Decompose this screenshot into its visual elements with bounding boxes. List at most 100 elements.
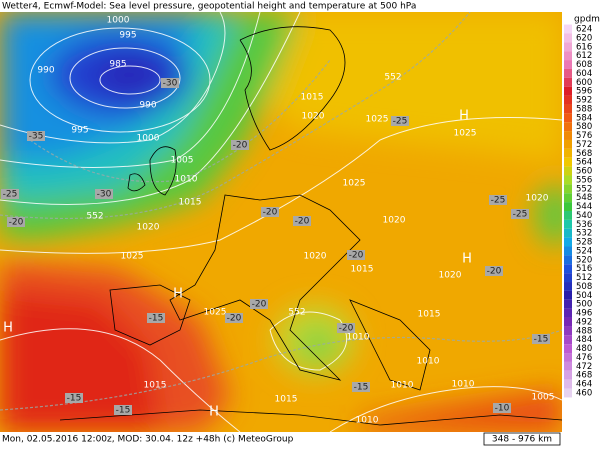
isobar-label: 552 <box>288 308 305 318</box>
isobar-label: 552 <box>384 73 401 83</box>
legend-swatch <box>564 370 572 380</box>
high-pressure-label: H <box>173 287 183 302</box>
temperature-label-box <box>231 140 249 150</box>
temperature-label: -20 <box>339 324 354 334</box>
legend-swatch <box>564 255 572 265</box>
temperature-label: -35 <box>29 132 44 142</box>
temperature-label: -15 <box>67 394 82 404</box>
legend-value: 488 <box>576 326 592 336</box>
legend-value: 492 <box>576 317 592 327</box>
legend-value: 548 <box>576 193 592 203</box>
temperature-label: -20 <box>487 267 502 277</box>
temperature-label: -30 <box>163 79 178 89</box>
legend-swatch <box>564 86 572 96</box>
legend-swatch <box>564 60 572 69</box>
legend-swatch <box>564 193 572 203</box>
legend-swatch <box>564 148 572 158</box>
legend-swatch <box>564 211 572 220</box>
legend-value: 528 <box>576 238 592 248</box>
temperature-label: -15 <box>116 406 131 416</box>
map-area: 1000 995 990 985 -30 990 -35 995 1000 1005 1010 -25… <box>0 12 562 432</box>
legend-value: 516 <box>576 264 592 274</box>
temperature-label-box <box>511 209 529 219</box>
legend-value: 504 <box>576 291 592 301</box>
legend-swatch <box>564 95 572 105</box>
temperature-label-box <box>337 323 355 333</box>
legend-value: 520 <box>576 255 592 265</box>
temperature-label: -25 <box>491 196 506 206</box>
temperature-label: -20 <box>227 314 242 324</box>
isobar-label: 1025 <box>366 115 389 125</box>
legend-unit: gpdm <box>574 15 600 25</box>
isobar-label: 985 <box>109 60 126 70</box>
isobar-label: 1015 <box>301 93 324 103</box>
legend-swatch <box>564 282 572 291</box>
legend-value: 580 <box>576 122 592 132</box>
isobar-label: 1005 <box>171 156 194 166</box>
legend-swatch <box>564 379 572 389</box>
legend-value: 476 <box>576 353 592 363</box>
legend-value: 588 <box>576 104 592 114</box>
isobar-label: 1020 <box>439 271 462 281</box>
temperature-label: -25 <box>513 210 528 220</box>
legend-value: 512 <box>576 273 592 283</box>
legend-value: 604 <box>576 69 592 79</box>
isobar-label: 1015 <box>179 198 202 208</box>
legend-value: 572 <box>576 140 592 150</box>
legend-value: 484 <box>576 335 592 345</box>
temperature-label: -20 <box>9 218 24 228</box>
legend-swatch <box>564 317 572 327</box>
isobar-label: 1010 <box>356 416 379 426</box>
legend-swatch <box>564 104 572 114</box>
legend-swatch <box>564 308 572 318</box>
legend-value: 576 <box>576 131 592 141</box>
legend-value: 620 <box>576 33 592 43</box>
isobar-label: 1015 <box>418 310 441 320</box>
legend-value: 624 <box>576 25 592 35</box>
legend-swatch <box>564 344 572 354</box>
temperature-label-box <box>347 250 365 260</box>
legend-value: 612 <box>576 51 592 61</box>
temperature-label-box <box>250 299 268 309</box>
legend-value: 568 <box>576 149 592 159</box>
isobar-label: 1020 <box>383 216 406 226</box>
legend-value: 464 <box>576 380 592 390</box>
legend-swatch <box>564 228 572 238</box>
temperature-label-box <box>352 382 370 392</box>
legend-swatch <box>564 184 572 194</box>
legend-swatch <box>564 33 572 43</box>
legend-value: 524 <box>576 246 592 256</box>
legend-value: 596 <box>576 87 592 97</box>
isobar-label: 1010 <box>391 381 414 391</box>
legend-swatch <box>564 353 572 362</box>
legend-swatch <box>564 175 572 185</box>
temperature-label-box <box>65 393 83 403</box>
footer-bar <box>0 432 612 446</box>
temperature-label-box <box>147 313 165 323</box>
isobar-label: 1000 <box>107 16 130 26</box>
temperature-label-box <box>114 405 132 415</box>
legend-swatch <box>564 68 572 78</box>
legend-value: 544 <box>576 202 592 212</box>
isobar-label: 1010 <box>417 357 440 367</box>
isobar-label: 1020 <box>137 223 160 233</box>
legend-swatch <box>564 157 572 167</box>
isobar-label: 1005 <box>532 393 555 403</box>
header-title: Wetter4, Ecmwf-Model: Sea level pressure… <box>2 2 416 12</box>
temperature-label-box <box>391 116 409 126</box>
high-pressure-label: H <box>209 405 219 420</box>
temperature-label-box <box>161 78 179 88</box>
temperature-label-box <box>27 131 45 141</box>
legend-value: 472 <box>576 362 592 372</box>
high-pressure-label: H <box>459 109 469 124</box>
legend-value: 496 <box>576 309 592 319</box>
temperature-label-box <box>7 217 25 227</box>
legend-swatch <box>564 273 572 283</box>
legend-value: 480 <box>576 344 592 354</box>
legend-swatch <box>564 237 572 247</box>
legend-value: 564 <box>576 158 592 168</box>
legend-value: 468 <box>576 371 592 381</box>
legend-swatch <box>564 42 572 52</box>
temperature-label-box <box>225 313 243 323</box>
